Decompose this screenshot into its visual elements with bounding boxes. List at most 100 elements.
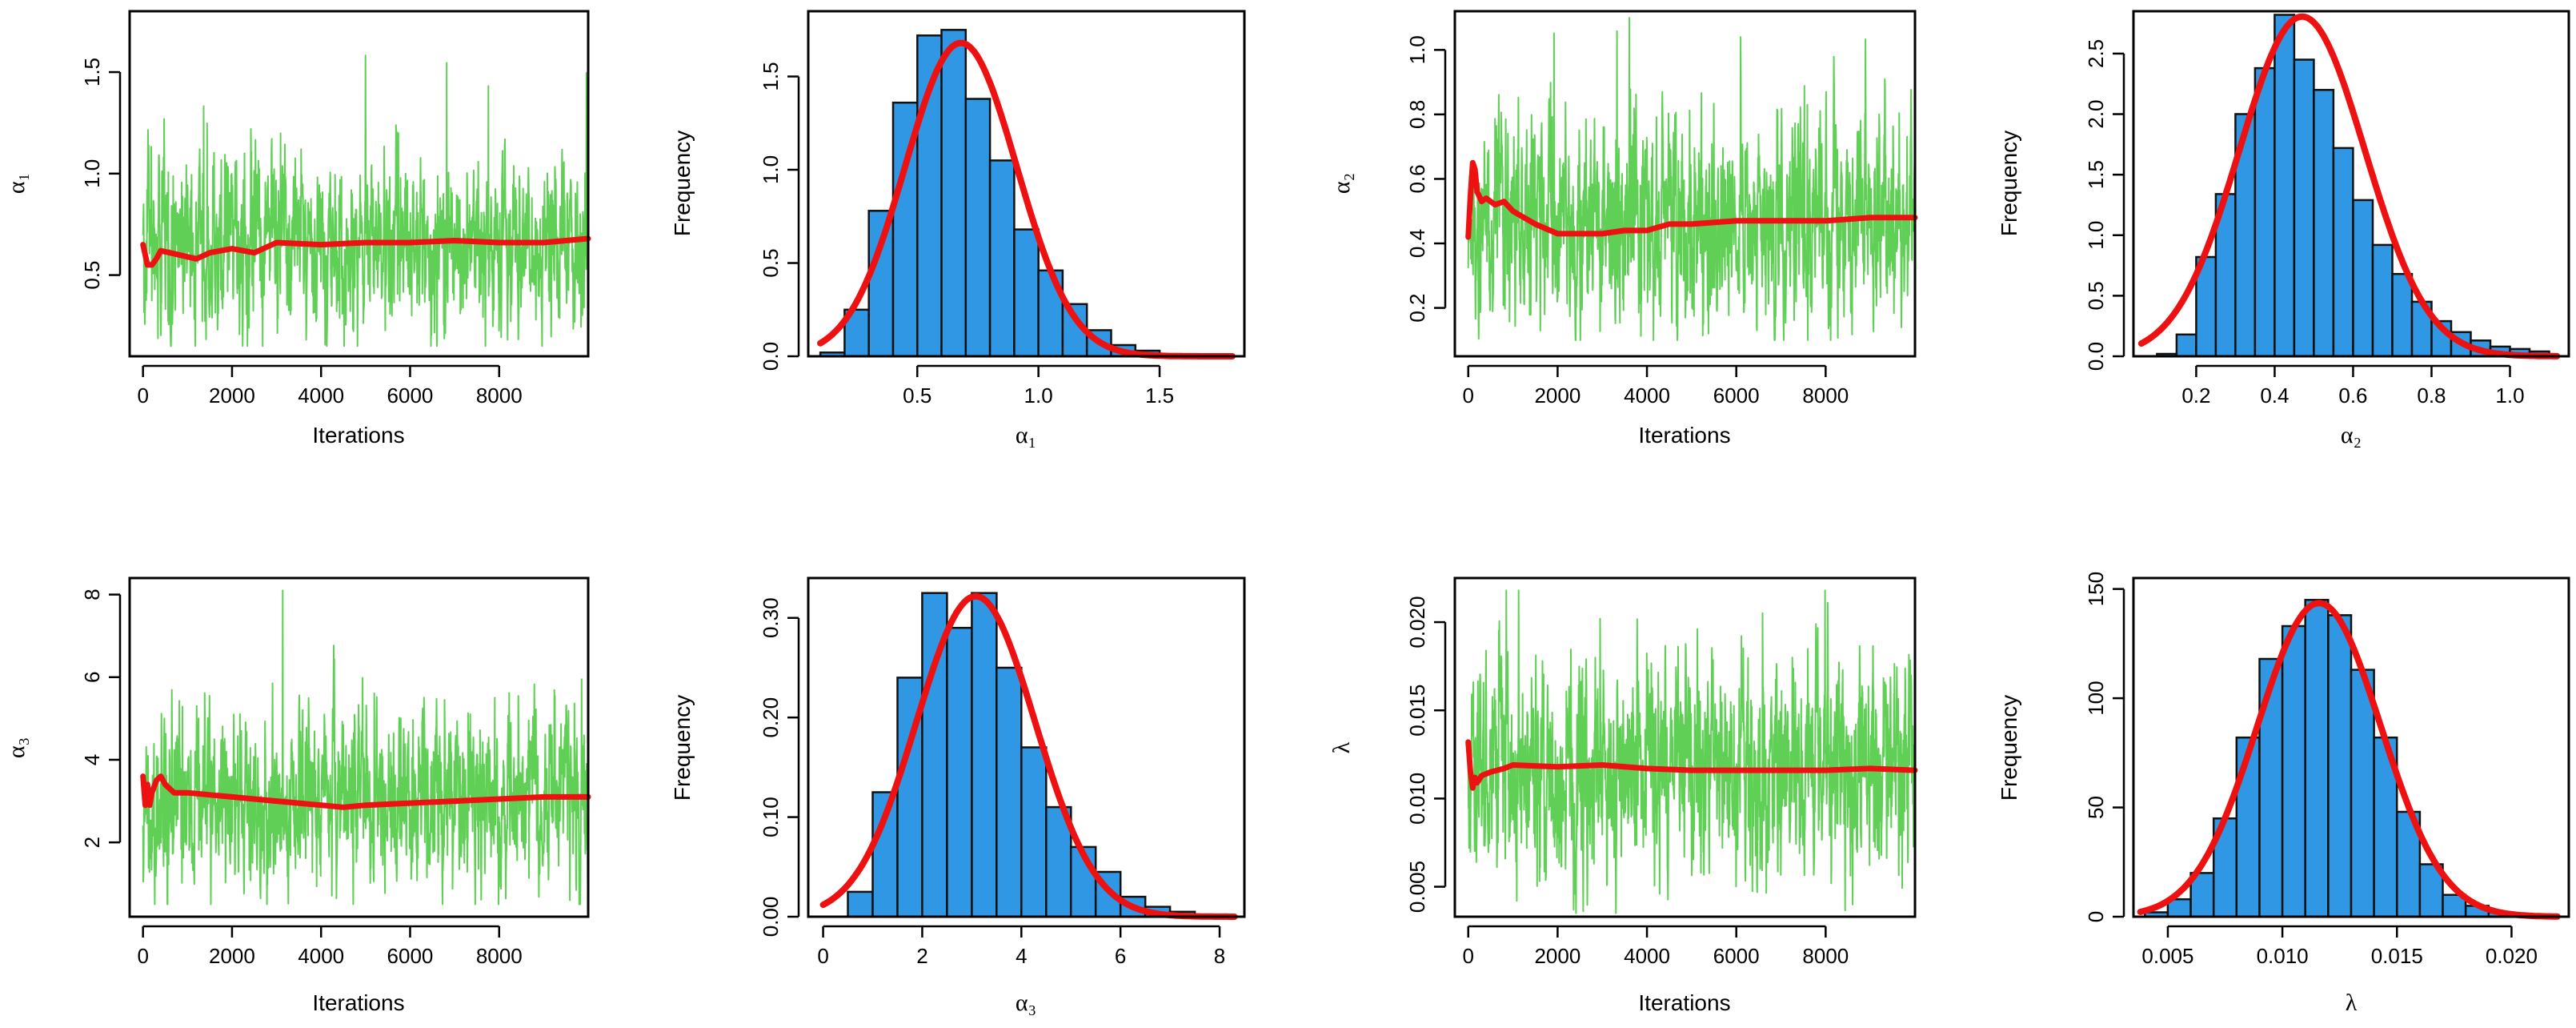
plot-frame: [2132, 576, 2570, 918]
histogram-bar: [2350, 669, 2375, 918]
histogram-bar: [964, 98, 992, 358]
x-tick-label: 0: [1463, 383, 1474, 408]
y-tick-label: 0.005: [1405, 861, 1429, 913]
x-tick-label: 0.015: [2371, 944, 2423, 968]
x-axis-title: Iterations: [1638, 990, 1730, 1015]
x-tick-label: 8000: [1802, 944, 1849, 968]
x-axis-title: Iterations: [1638, 423, 1730, 448]
x-axis-title: Iterations: [312, 990, 404, 1015]
y-tick-label: 1.0: [759, 155, 783, 184]
x-tick-label: 8000: [476, 383, 523, 408]
running-mean-line: [1465, 159, 1918, 240]
y-tick-label: 150: [2084, 572, 2108, 606]
plot-frame: [807, 576, 1246, 918]
y-axis-title: α₂: [1328, 173, 1355, 194]
y-tick-label: 0.30: [759, 597, 783, 638]
x-tick-label: 2000: [1534, 944, 1580, 968]
panel-hist-alpha1: α₁ Frequency 0.5 1.0 1.5 0.0 0.5 1.0 1.5: [670, 10, 1246, 448]
density-curve: [2137, 600, 2561, 920]
panel-trace-alpha2: Iterations α₂ 0 2000 4000 6000 8000 0.2 0.4 0.6…: [1328, 10, 1918, 448]
trace-line: [1467, 17, 1916, 341]
x-tick-label: 0: [137, 944, 148, 968]
histogram-bar: [2391, 272, 2414, 358]
x-tick-label: 2: [916, 944, 927, 968]
histogram-bar: [2352, 199, 2374, 358]
histogram-bar: [847, 890, 874, 918]
histogram-bar: [2313, 89, 2335, 358]
trace-line: [142, 54, 589, 347]
y-tick-label: 6: [80, 672, 104, 683]
y-tick-label: 0.020: [1405, 596, 1429, 649]
y-axis-title: α₃: [3, 737, 30, 758]
x-tick-label: 4000: [1624, 944, 1670, 968]
y-tick-label: 0.0: [2084, 342, 2108, 371]
x-tick-label: 0.020: [2486, 944, 2538, 968]
histogram-bar: [867, 210, 895, 358]
x-tick-label: 4: [1016, 944, 1027, 968]
running-mean-line: [1465, 739, 1918, 791]
y-axis-title: Frequency: [1997, 131, 2021, 236]
histogram-bar: [996, 666, 1023, 918]
x-tick-label: 0.8: [2417, 383, 2446, 408]
histogram-bar: [2327, 614, 2353, 918]
x-tick-label: 0.4: [2260, 383, 2289, 408]
y-tick-label: 1.5: [759, 62, 783, 90]
plot-frame: [2132, 10, 2570, 358]
plot-frame: [807, 10, 1246, 358]
y-tick-label: 0.00: [759, 897, 783, 938]
x-tick-label: 2000: [209, 944, 255, 968]
y-tick-label: 0.2: [1405, 294, 1429, 323]
x-tick-label: 0.5: [903, 383, 931, 408]
y-tick-label: 0.6: [1405, 164, 1429, 193]
plot-frame: [1453, 576, 1917, 918]
y-tick-label: 0.010: [1405, 773, 1429, 825]
histogram-bar: [2332, 147, 2354, 358]
y-tick-label: 50: [2084, 796, 2108, 819]
x-tick-label: 1.5: [1145, 383, 1174, 408]
y-tick-label: 100: [2084, 681, 2108, 715]
y-tick-label: 0.0: [759, 342, 783, 371]
histogram-bar: [2258, 657, 2284, 918]
panel-trace-lambda: Iterations λ 0 2000 4000 6000 8000 0.005 0.010…: [1328, 576, 1918, 1015]
x-tick-label: 6000: [1713, 944, 1760, 968]
y-tick-label: 2.5: [2084, 39, 2108, 68]
y-axis-title: α₁: [3, 173, 30, 194]
x-tick-label: 4000: [298, 944, 344, 968]
x-tick-label: 6: [1115, 944, 1126, 968]
y-tick-label: 1.0: [80, 159, 104, 188]
y-axis-title: Frequency: [670, 131, 695, 236]
trace-line: [1467, 589, 1916, 914]
histogram-bar: [1013, 228, 1040, 358]
histogram-bar: [2274, 14, 2296, 358]
x-tick-label: 4000: [298, 383, 344, 408]
histogram-bar: [1020, 746, 1048, 918]
histogram-bar: [940, 29, 968, 358]
plot-frame: [128, 10, 590, 358]
x-axis-title: λ: [2346, 990, 2358, 1016]
y-tick-label: 2.0: [2084, 99, 2108, 128]
y-tick-label: 0.10: [759, 797, 783, 837]
x-tick-label: 0: [1463, 944, 1474, 968]
y-tick-label: 4: [80, 754, 104, 765]
x-axis-title: α₁: [1016, 422, 1036, 448]
x-tick-label: 2000: [1534, 383, 1580, 408]
histogram-bar: [988, 159, 1016, 358]
x-tick-label: 1.0: [1024, 383, 1053, 408]
y-tick-label: 1.0: [1405, 35, 1429, 64]
y-tick-label: 0.5: [80, 261, 104, 290]
x-axis-title: Iterations: [312, 423, 404, 448]
plot-frame: [1453, 10, 1917, 358]
panel-trace-alpha3: Iterations α₃ 0 2000 4000 6000 8000 2 4 6 8: [3, 576, 591, 1015]
histogram-bar: [2175, 333, 2197, 358]
x-tick-label: 0.010: [2257, 944, 2309, 968]
x-tick-label: 1.0: [2495, 383, 2524, 408]
y-tick-label: 1.5: [2084, 160, 2108, 189]
y-tick-label: 0.4: [1405, 229, 1429, 258]
y-tick-label: 0.5: [759, 248, 783, 277]
density-curve: [819, 592, 1238, 920]
x-tick-label: 2000: [209, 383, 255, 408]
histogram-bar: [2371, 243, 2394, 358]
panel-hist-alpha3: α₃ Frequency 0 2 4 6 8 0.00 0.10 0.20 0.30: [670, 576, 1246, 1016]
x-tick-label: 0: [137, 383, 148, 408]
